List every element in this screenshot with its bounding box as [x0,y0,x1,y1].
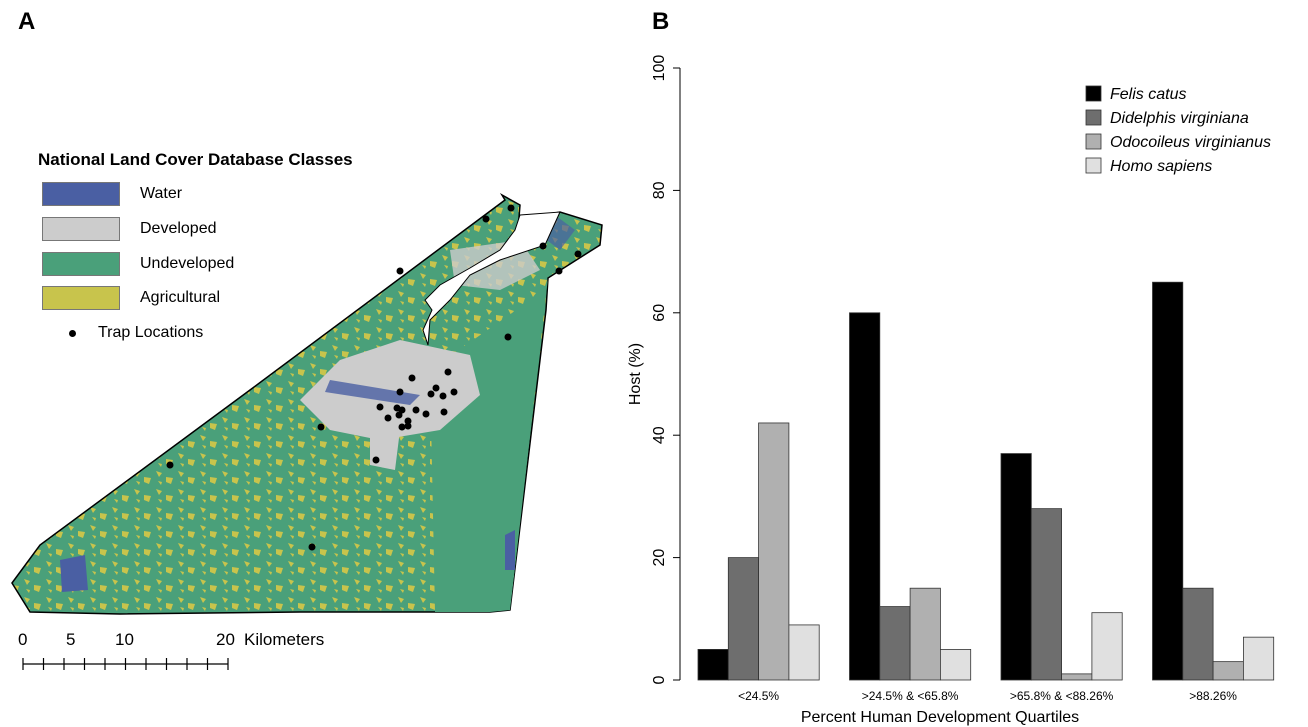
bar [1091,612,1123,681]
trap-point [404,417,412,425]
trap-point [422,410,430,418]
y-axis-label: Host (%) [627,343,644,405]
bar [939,649,972,681]
y-tick-label: 100 [651,55,668,82]
legend-swatch [42,182,120,206]
trap-point [166,461,174,469]
trap-point [396,388,404,396]
bar [697,649,729,681]
trap-point [376,403,384,411]
trap-point [555,267,563,275]
bar [1243,636,1275,681]
map-region [11,192,603,615]
trap-locations [166,204,582,551]
trap-point [408,374,416,382]
trap-point [440,408,448,416]
scale-tick-label: 10 [115,630,134,649]
bar [1212,661,1244,681]
legend-swatch [42,217,120,241]
panel-b-label: B [652,8,670,35]
scale-unit-label: Kilometers [244,630,325,649]
y-tick-label: 80 [651,181,668,199]
legend-label: Undeveloped [140,255,235,272]
bar [1182,587,1214,681]
x-tick-label: <24.5% [738,689,779,703]
trap-point [482,215,490,223]
legend-label: Trap Locations [98,324,204,341]
scale-tick-label: 5 [66,630,76,649]
y-tick-label: 60 [651,304,668,322]
land-cover-legend-title: National Land Cover Database Classes [38,150,353,169]
legend-item-developed: Developed [42,216,217,242]
legend-label: Homo sapiens [1110,158,1212,175]
legend-label: Didelphis virginiana [1110,110,1249,127]
y-tick-label: 0 [651,675,668,684]
x-tick-label: >88.26% [1189,689,1237,703]
bar [788,624,820,681]
trap-point [439,392,447,400]
trap-point [398,423,406,431]
trap-point [432,384,440,392]
host-bar-chart: 0 20 40 60 80 100 Host (%) <24.5% >24.5% & <65.8… [627,55,1275,726]
legend-item-undeveloped: Undeveloped [42,251,234,277]
bar [1061,673,1093,681]
trap-point [504,333,512,341]
trap-point [450,388,458,396]
trap-point [427,390,435,398]
bar [879,606,911,681]
legend-swatch [1085,133,1102,150]
scale-tick-label: 20 [216,630,235,649]
bar [1000,453,1032,681]
trap-point [384,414,392,422]
trap-point [308,543,316,551]
legend-swatch [42,286,120,310]
legend-swatch [1085,109,1102,126]
legend-item-agricultural: Agricultural [42,285,220,311]
bar [727,557,760,681]
bar [1030,508,1062,681]
bar [758,422,790,681]
legend-swatch [1085,85,1102,102]
x-tick-label: >65.8% & <88.26% [1010,689,1114,703]
legend-label: Agricultural [140,289,221,306]
trap-point [539,242,547,250]
legend-swatch [1085,157,1102,174]
legend-item-trap-locations: Trap Locations [42,320,203,346]
scale-bar [22,658,229,670]
trap-point [404,422,412,430]
y-tick-label: 20 [651,549,668,567]
legend-label: Water [140,185,183,202]
trap-point [574,250,582,258]
trap-point [372,456,380,464]
bar [1152,281,1184,681]
legend-swatch [42,252,120,276]
y-tick-label: 40 [651,426,668,444]
x-axis-label: Percent Human Development Quartiles [801,709,1079,726]
trap-point [396,267,404,275]
bar [849,312,881,681]
scale-tick-label: 0 [18,630,28,649]
trap-point [444,368,452,376]
legend-label: Felis catus [1110,86,1186,103]
trap-point [507,204,515,212]
legend-label: Developed [140,220,217,237]
bar [909,587,941,681]
trap-point [412,406,420,414]
trap-point [317,423,325,431]
panel-a-label: A [18,8,36,35]
legend-item-water: Water [42,181,182,207]
legend-label: Odocoileus virginianus [1110,134,1271,151]
x-tick-label: >24.5% & <65.8% [862,689,959,703]
trap-dot-icon [69,329,76,337]
trap-point [395,411,403,419]
land-cover-map [11,192,603,670]
